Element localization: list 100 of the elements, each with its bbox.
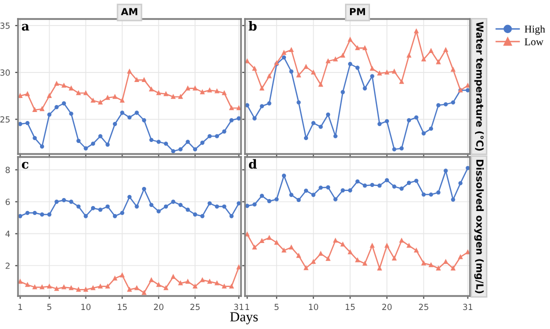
point [311,192,316,197]
point [355,66,360,70]
point [229,118,234,122]
point [193,86,198,90]
point [267,236,272,240]
annotation: c [22,162,28,169]
point [193,212,198,217]
point [171,149,176,154]
point [54,286,59,291]
point [25,120,30,126]
point [54,105,59,110]
x-tick-label: 10 [308,304,318,310]
point [260,86,264,90]
point [377,122,382,126]
point [106,142,110,147]
point [236,201,241,206]
point [428,48,434,53]
point [318,124,323,129]
point [414,248,418,253]
point [32,108,37,112]
point [236,106,241,110]
point [229,284,234,288]
point [120,98,124,103]
point [98,208,102,212]
point [406,53,412,58]
y-axis-title: Water temperature (°C) [474,22,484,151]
point [311,260,316,264]
point [245,232,250,236]
point [186,140,190,144]
point [260,238,264,243]
point [171,274,176,279]
point [304,188,308,193]
x-tick-label: 25 [190,304,200,310]
point [436,190,440,195]
point [142,118,146,122]
point [466,166,470,170]
point [252,116,257,120]
point [208,134,212,138]
point [326,185,330,190]
legend-label: High [524,25,546,35]
point [76,138,81,143]
point [84,146,88,150]
point [62,101,66,106]
point [451,198,456,202]
point [289,69,294,74]
point [54,200,59,204]
point [32,210,37,216]
point [222,129,226,134]
point [69,200,74,204]
point [392,256,396,261]
point [304,136,308,140]
x-axis-title: Days [230,312,258,324]
point [400,238,404,243]
point [422,192,426,197]
point [149,278,154,282]
point [112,94,118,99]
x-tick-label: 31 [234,304,244,310]
annotation: a [22,24,30,31]
point [400,146,404,150]
point [466,83,470,88]
point [193,147,198,152]
point [40,144,44,149]
point [326,112,330,117]
point [149,87,154,92]
y-tick-label: 4 [5,230,10,237]
point [326,256,330,261]
point [200,278,204,282]
point [304,266,308,270]
point [348,188,352,192]
point [47,94,52,98]
legend-label: Low [524,38,544,46]
point [178,94,183,99]
point [245,103,250,108]
point [318,186,323,190]
point [25,282,30,287]
point [106,204,110,209]
point [444,260,448,264]
point [127,194,132,200]
point [340,242,345,246]
point [282,55,286,60]
point [451,100,456,105]
point [400,186,404,191]
y-tick-label: 8 [6,166,10,174]
point [260,194,264,198]
point [214,134,220,138]
point [84,214,88,218]
point [76,90,81,96]
point [214,204,220,209]
point [267,101,272,106]
point [422,131,426,136]
point [245,204,250,208]
point [355,179,360,184]
point [25,210,30,216]
point [18,94,22,98]
point [252,245,257,250]
point [392,69,396,74]
point [355,46,360,50]
point [466,88,470,92]
point [156,282,161,287]
point [18,122,22,126]
